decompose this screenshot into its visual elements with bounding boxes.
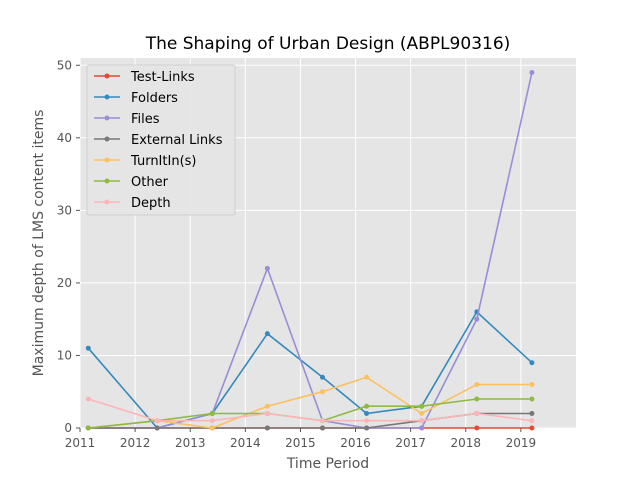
legend-item-turnitin-s: TurnItIn(s) <box>94 154 196 169</box>
data-point-other <box>419 403 425 409</box>
data-point-folders <box>364 410 370 416</box>
legend-box <box>86 64 236 216</box>
x-tick-label: 2019 <box>506 436 537 450</box>
data-point-depth <box>209 418 215 424</box>
data-point-turnitin-s <box>419 410 425 416</box>
data-point-depth <box>154 418 160 424</box>
x-tick-label: 2018 <box>451 436 482 450</box>
x-tick-label: 2017 <box>395 436 426 450</box>
data-point-test-links <box>529 425 535 431</box>
legend-item-folders: Folders <box>94 91 178 106</box>
legend-item-depth: Depth <box>94 196 171 211</box>
data-point-files <box>264 265 270 271</box>
data-point-depth <box>85 396 91 402</box>
legend-marker <box>104 73 110 79</box>
data-point-files <box>419 425 425 431</box>
data-point-files <box>529 70 535 76</box>
data-point-other <box>529 396 535 402</box>
data-point-other <box>209 410 215 416</box>
x-tick-label: 2014 <box>230 436 261 450</box>
data-point-other <box>85 425 91 431</box>
data-point-other <box>474 396 480 402</box>
y-tick-label: 10 <box>57 348 72 362</box>
legend-item-external-links: External Links <box>94 133 223 148</box>
legend-label: Other <box>131 175 169 190</box>
data-point-turnitin-s <box>364 374 370 380</box>
data-point-external-links <box>154 425 160 431</box>
data-point-turnitin-s <box>319 389 325 395</box>
data-point-external-links <box>264 425 270 431</box>
x-tick-label: 2015 <box>285 436 316 450</box>
data-point-turnitin-s <box>474 381 480 387</box>
data-point-folders <box>85 345 91 351</box>
legend-label: Files <box>131 112 160 127</box>
data-point-depth <box>474 410 480 416</box>
legend-item-test-links: Test-Links <box>94 70 195 85</box>
series-lines <box>85 70 535 431</box>
y-tick-label: 50 <box>57 58 72 72</box>
x-tick-label: 2013 <box>175 436 206 450</box>
y-axis-ticks: 0 10 20 30 40 50 <box>57 58 80 435</box>
legend-marker <box>104 115 110 121</box>
data-point-external-links <box>319 425 325 431</box>
data-point-folders <box>319 374 325 380</box>
x-tick-label: 2011 <box>65 436 96 450</box>
x-tick-label: 2016 <box>340 436 371 450</box>
data-point-folders <box>264 331 270 337</box>
legend-marker <box>104 136 110 142</box>
data-point-external-links <box>364 425 370 431</box>
x-tick-label: 2012 <box>120 436 151 450</box>
legend: Test-Links Folders Files External Links Turn… <box>86 64 236 216</box>
legend-item-files: Files <box>94 112 160 127</box>
data-point-turnitin-s <box>529 381 535 387</box>
data-point-depth <box>419 418 425 424</box>
data-point-test-links <box>474 425 480 431</box>
legend-marker <box>104 178 110 184</box>
y-tick-label: 40 <box>57 131 72 145</box>
x-axis-ticks: 2011 2012 2013 2014 2015 2016 2017 2018 2019 <box>65 428 536 450</box>
legend-label: Test-Links <box>130 70 195 85</box>
y-tick-label: 20 <box>57 276 72 290</box>
data-point-turnitin-s <box>264 403 270 409</box>
legend-label: TurnItIn(s) <box>130 154 196 169</box>
data-point-turnitin-s <box>209 425 215 431</box>
legend-marker <box>104 94 110 100</box>
legend-marker <box>104 157 110 163</box>
data-point-folders <box>529 360 535 366</box>
data-point-depth <box>364 418 370 424</box>
data-point-depth <box>319 418 325 424</box>
legend-label: Folders <box>131 91 178 106</box>
data-point-other <box>364 403 370 409</box>
legend-item-other: Other <box>94 175 169 190</box>
y-tick-label: 30 <box>57 203 72 217</box>
legend-marker <box>104 199 110 205</box>
chart-title: The Shaping of Urban Design (ABPL90316) <box>145 34 511 54</box>
legend-label: Depth <box>131 196 171 211</box>
data-point-depth <box>529 418 535 424</box>
y-tick-label: 0 <box>64 421 72 435</box>
data-point-external-links <box>529 410 535 416</box>
data-point-files <box>474 316 480 322</box>
legend-label: External Links <box>131 133 223 148</box>
data-point-depth <box>264 410 270 416</box>
series-depth <box>85 396 535 424</box>
y-axis-label: Maximum depth of LMS content items <box>31 110 47 377</box>
x-axis-label: Time Period <box>286 456 369 472</box>
